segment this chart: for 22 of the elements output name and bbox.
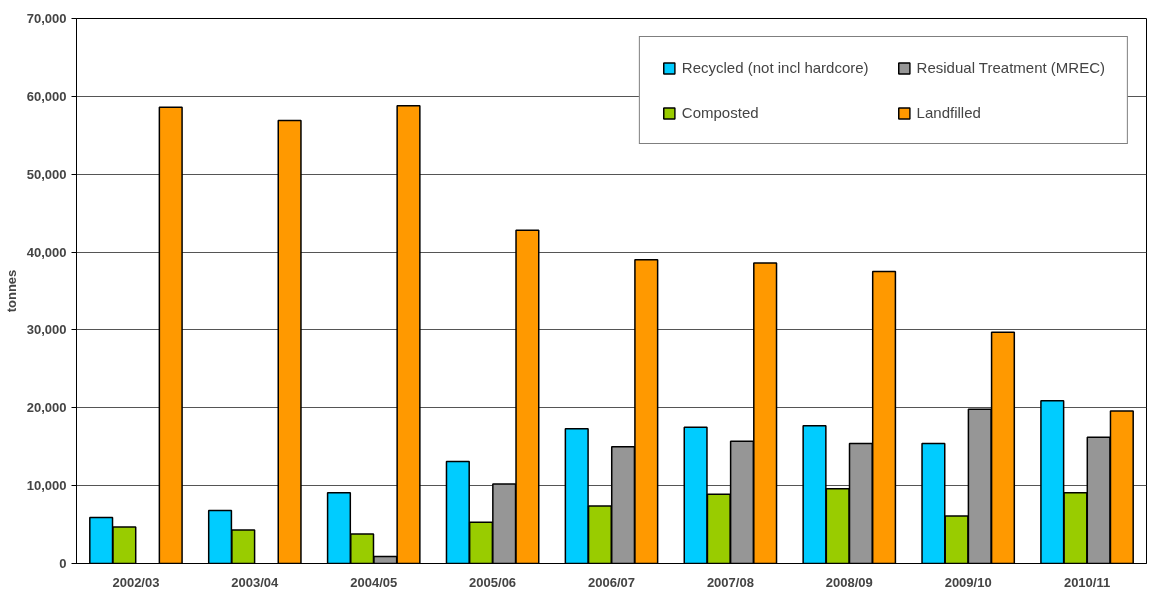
x-tick-label: 2006/07: [588, 574, 635, 590]
x-tick-label: 2008/09: [825, 574, 873, 590]
legend-label: Residual Treatment (MREC): [916, 59, 1105, 76]
y-tick-label: 10,000: [26, 478, 67, 494]
y-tick-label: 40,000: [26, 244, 67, 260]
y-axis-title: tonnes: [3, 269, 19, 313]
legend-label: Landfilled: [916, 104, 981, 121]
y-tick-label: 30,000: [26, 322, 67, 338]
legend-label: Composted: [681, 104, 759, 121]
y-tick-label: 50,000: [26, 166, 67, 182]
y-tick-label: 20,000: [26, 400, 67, 416]
x-tick-label: 2007/08: [706, 574, 754, 590]
x-tick-label: 2005/06: [469, 574, 517, 590]
x-tick-label: 2002/03: [112, 574, 160, 590]
y-tick-label: 70,000: [26, 11, 67, 26]
x-tick-label: 2009/10: [944, 574, 992, 590]
y-tick-label: 60,000: [26, 88, 67, 104]
x-tick-label: 2010/11: [1063, 574, 1111, 590]
y-tick-label: 0: [59, 556, 67, 571]
x-tick-label: 2003/04: [231, 574, 280, 590]
legend-label: Recycled (not incl hardcore): [681, 59, 869, 76]
x-tick-label: 2004/05: [350, 574, 398, 590]
